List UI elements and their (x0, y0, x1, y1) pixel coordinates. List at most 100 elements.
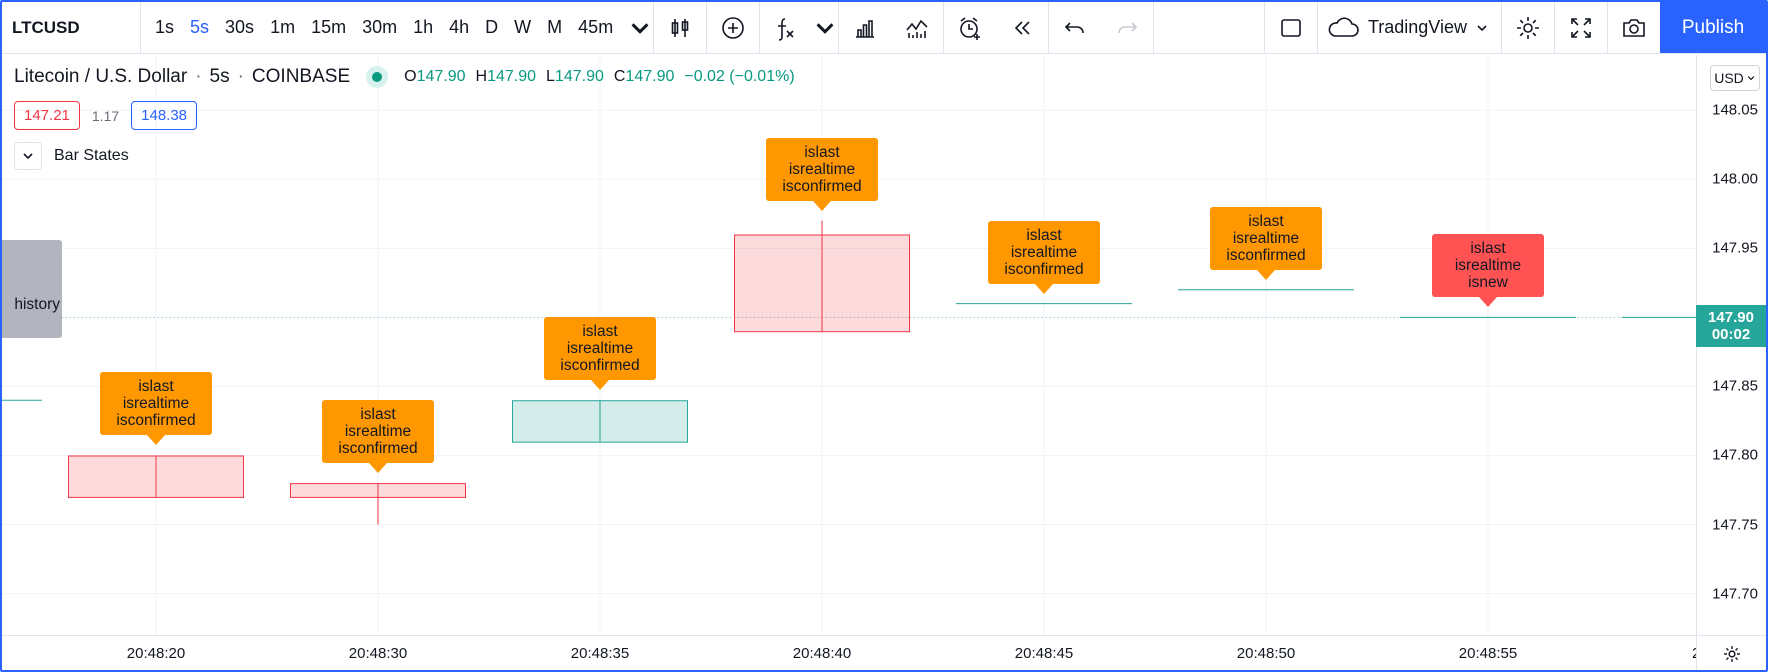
interval-30s-button[interactable]: 30s (225, 17, 255, 37)
bar-state-label-line: isrealtime (1454, 257, 1522, 275)
last-price-label: 147.90 00:02 (1696, 305, 1766, 348)
price-tick-label: 147.85 (1712, 377, 1758, 395)
bar-state-label[interactable]: islast isrealtime isconfirmed (100, 372, 212, 446)
indicator-name[interactable]: Bar States (54, 147, 129, 164)
bar-state-label-line: isrealtime (788, 160, 856, 178)
legend-interval: 5s (209, 66, 230, 87)
cloud-icon (1328, 16, 1359, 37)
close-label: C (613, 68, 626, 85)
toolbar-divider (759, 2, 761, 53)
price-tick-label: 147.70 (1712, 585, 1758, 603)
time-tick-label: 20:48:50 (1236, 645, 1296, 662)
settings-button[interactable] (1502, 2, 1554, 53)
symbol-search-button[interactable]: LTCUSD (12, 17, 80, 37)
chevron-down-icon (23, 153, 33, 160)
interval-15m-button[interactable]: 15m (311, 17, 347, 37)
indicator-legend: Bar States (14, 142, 129, 170)
time-scale[interactable]: 20:48:20 20:48:30 20:48:35 20:48:40 20:48:45… (2, 635, 1700, 670)
interval-w-button[interactable]: W (514, 17, 532, 37)
bar-state-label-line: isconfirmed (1226, 246, 1306, 264)
bar-state-label[interactable]: islast isrealtime isconfirmed (766, 137, 878, 211)
bar-state-label-line: islast (138, 378, 174, 396)
indicators-dropdown-button[interactable] (812, 2, 838, 53)
interval-1h-button[interactable]: 1h (413, 17, 434, 37)
candle-body (68, 455, 244, 498)
toolbar-divider (1607, 2, 1608, 53)
ohlc-values: O147.90 H147.90 L147.90 C147.90 −0.02 (−… (404, 68, 795, 86)
bar-state-label-line: history (14, 296, 60, 314)
compare-symbol-button[interactable] (707, 2, 759, 53)
buy-button[interactable]: 148.38 (131, 101, 198, 130)
interval-m-button[interactable]: M (547, 17, 563, 37)
spread-value: 1.17 (91, 107, 120, 124)
bar-state-label[interactable]: islast isrealtime isnew (1432, 234, 1544, 308)
interval-45m-button[interactable]: 45m (578, 17, 614, 37)
high-value: 147.90 (487, 68, 537, 85)
interval-5s-button[interactable]: 5s (190, 17, 210, 37)
replay-button[interactable] (996, 2, 1048, 53)
toolbar-divider (653, 2, 655, 53)
bar-state-label-line: isconfirmed (560, 357, 640, 375)
time-tick-label: 20:48:45 (1014, 645, 1074, 662)
layout-select-button[interactable] (1265, 2, 1317, 53)
alarm-clock-plus-icon (960, 16, 981, 40)
interval-4h-button[interactable]: 4h (449, 17, 470, 37)
bar-state-label[interactable]: islast isrealtime isconfirmed (988, 220, 1100, 294)
undo-icon (1065, 21, 1084, 33)
bar-chart-icon (856, 19, 875, 38)
fx-icon (778, 17, 794, 41)
redo-button[interactable] (1101, 2, 1153, 53)
sell-button[interactable]: 147.21 (14, 101, 80, 130)
currency-button[interactable]: USD (1710, 65, 1760, 91)
bar-state-label[interactable]: islast isrealtime isconfirmed (322, 400, 434, 474)
gear-icon (1723, 646, 1740, 662)
toolbar-divider (1153, 2, 1155, 53)
chevron-down-icon (631, 22, 649, 34)
save-layout-button[interactable]: TradingView (1318, 2, 1501, 53)
undo-button[interactable] (1049, 2, 1101, 53)
toolbar-divider (1048, 2, 1050, 53)
plus-circle-icon (722, 16, 744, 39)
bar-state-label-line: islast (582, 323, 618, 341)
legend-exchange: COINBASE (251, 66, 351, 87)
bar-state-label[interactable]: islast isrealtime isconfirmed (544, 317, 656, 391)
interval-30m-button[interactable]: 30m (362, 17, 398, 37)
interval-1m-button[interactable]: 1m (270, 17, 296, 37)
chart-type-button[interactable] (654, 2, 706, 53)
chart-pane[interactable] (2, 55, 1696, 635)
bar-state-label-line: isnew (1468, 274, 1508, 292)
low-label: L (546, 68, 555, 85)
bar-state-label[interactable]: history (2, 240, 62, 339)
bar-state-label[interactable]: islast isrealtime isconfirmed (1210, 206, 1322, 280)
market-status-indicator[interactable] (366, 66, 389, 88)
bar-countdown: 00:02 (1711, 326, 1751, 344)
bar-state-label-line: isconfirmed (1004, 260, 1084, 278)
price-tick-label: 148.00 (1712, 170, 1758, 188)
interval-d-button[interactable]: D (485, 17, 499, 37)
collapse-indicators-button[interactable] (14, 142, 42, 170)
toolbar-divider (943, 2, 945, 53)
symbol-title[interactable]: Litecoin / U.S. Dollar (14, 66, 188, 87)
last-price-value: 147.90 (1708, 309, 1754, 327)
bid-ask-spread: 147.21 1.17 148.38 (14, 101, 198, 130)
price-tick-label: 147.80 (1712, 446, 1758, 464)
intervals-dropdown-button[interactable] (627, 2, 653, 53)
bar-state-label-line: isrealtime (1010, 243, 1078, 261)
strategy-button[interactable] (891, 2, 943, 53)
high-label: H (475, 68, 488, 85)
financials-button[interactable] (839, 2, 891, 53)
fullscreen-button[interactable] (1555, 2, 1607, 53)
interval-1s-button[interactable]: 1s (155, 17, 175, 37)
publish-button[interactable]: Publish (1660, 2, 1766, 53)
market-open-dot-icon (372, 72, 383, 82)
layout-name: TradingView (1367, 17, 1467, 37)
gear-icon (1517, 16, 1539, 39)
snapshot-button[interactable] (1608, 2, 1660, 53)
top-toolbar: LTCUSD 1s 5s 30s 1m 15m 30m 1h 4h D W M 45m (2, 2, 1766, 54)
indicators-button[interactable] (760, 2, 812, 53)
currency-label: USD (1714, 70, 1744, 86)
scale-settings-button[interactable] (1696, 635, 1766, 670)
bar-state-label-line: islast (1248, 212, 1284, 230)
alert-button[interactable] (944, 2, 996, 53)
